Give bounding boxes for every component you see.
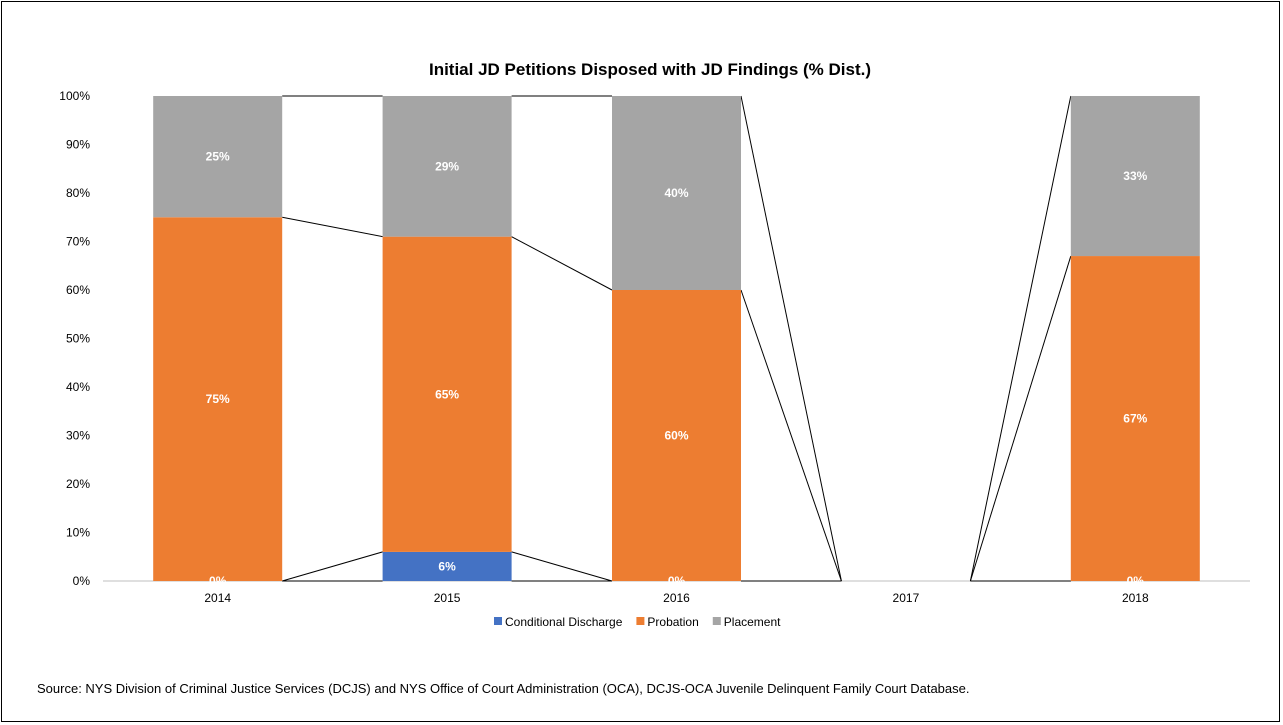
bar-probation: [1070, 256, 1200, 581]
x-tick-label: 2016: [663, 591, 690, 605]
bar-placement: [1070, 96, 1200, 257]
series-line: [969, 255, 1072, 582]
bar-placement: [382, 96, 512, 237]
data-label: 75%: [206, 392, 230, 406]
legend-swatch: [494, 617, 502, 625]
chart-title: Initial JD Petitions Disposed with JD Fi…: [429, 60, 871, 79]
y-tick-label: 10%: [66, 526, 90, 540]
data-label: 65%: [435, 387, 459, 401]
bar-placement: [612, 96, 741, 290]
data-label: 0%: [668, 574, 686, 588]
data-label: 40%: [664, 186, 688, 200]
x-tick-label: 2015: [434, 591, 461, 605]
series-line: [740, 289, 842, 582]
y-tick-label: 60%: [66, 283, 90, 297]
series-line: [740, 95, 842, 582]
y-tick-label: 50%: [66, 332, 90, 346]
y-tick-label: 0%: [73, 574, 91, 588]
data-label: 33%: [1123, 169, 1147, 183]
data-label: 29%: [435, 159, 459, 173]
series-line: [282, 551, 383, 582]
bar-probation: [153, 217, 283, 581]
data-label: 6%: [438, 559, 456, 573]
data-label: 25%: [206, 150, 230, 164]
data-label: 0%: [1127, 574, 1145, 588]
data-labels: 0% 6% 0% 0% 75% 65% 60% 67% 25% 29% 40% 33%: [206, 150, 1148, 588]
legend-label: Placement: [724, 615, 781, 629]
legend-label: Conditional Discharge: [505, 615, 623, 629]
bars: [153, 96, 1200, 581]
y-tick-label: 40%: [66, 380, 90, 394]
legend-label: Probation: [647, 615, 698, 629]
x-tick-label: 2017: [893, 591, 920, 605]
legend-swatch: [636, 617, 645, 625]
series-line: [969, 95, 1072, 582]
bar-placement: [153, 96, 283, 218]
y-tick-label: 90%: [66, 138, 90, 152]
x-tick-label: 2018: [1122, 591, 1149, 605]
legend: Conditional Discharge Probation Placement: [494, 615, 781, 629]
data-label: 0%: [209, 574, 227, 588]
series-line: [511, 551, 613, 582]
bar-probation: [612, 290, 741, 581]
bar-conditional-discharge: [382, 551, 512, 581]
y-tick-label: 30%: [66, 429, 90, 443]
series-lines: [282, 95, 1072, 582]
source-note: Source: NYS Division of Criminal Justice…: [37, 681, 970, 696]
y-tick-label: 100%: [59, 89, 90, 103]
y-tick-label: 70%: [66, 235, 90, 249]
bar-probation: [382, 236, 512, 552]
data-label: 60%: [664, 429, 688, 443]
legend-swatch: [712, 617, 721, 625]
series-line: [511, 236, 613, 291]
x-tick-label: 2014: [204, 591, 231, 605]
series-line: [282, 216, 383, 238]
data-label: 67%: [1123, 412, 1147, 426]
y-tick-label: 20%: [66, 477, 90, 491]
y-tick-label: 80%: [66, 186, 90, 200]
